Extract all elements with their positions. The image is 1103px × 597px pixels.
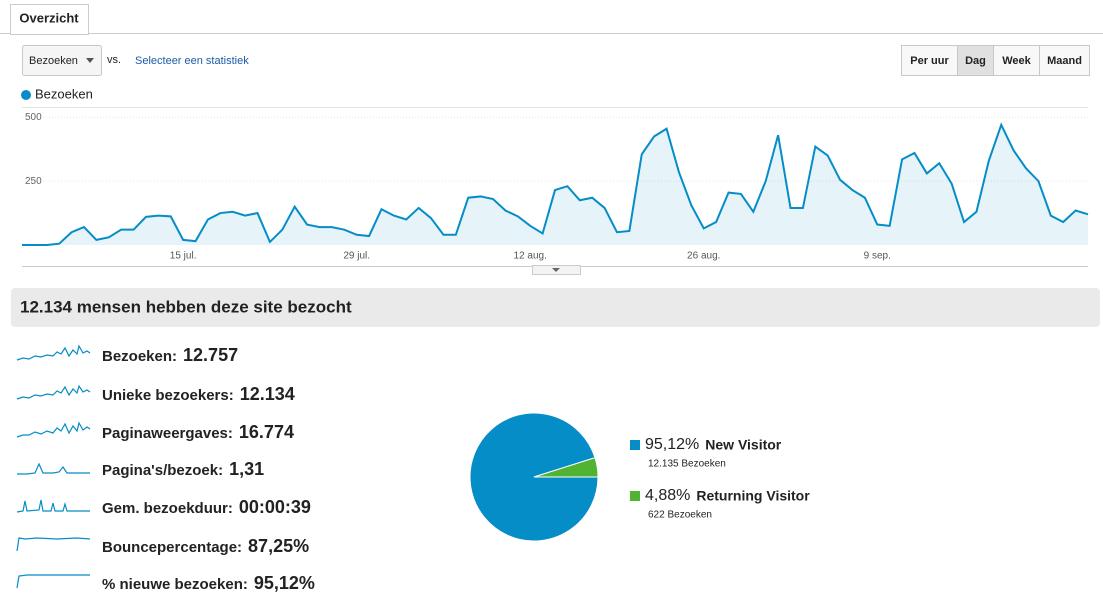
metrics: Bezoeken: 12.757 Unieke bezoekers: 12.134 Pa… bbox=[102, 345, 315, 593]
metric-value: 16.774 bbox=[239, 422, 294, 442]
period-button[interactable] bbox=[993, 45, 1040, 76]
summary-bar bbox=[11, 288, 1100, 327]
metric-label: Bezoeken: bbox=[102, 348, 177, 365]
period-label[interactable]: Week bbox=[1002, 55, 1031, 67]
metric-value: 00:00:39 bbox=[239, 497, 311, 517]
period-button[interactable] bbox=[1039, 45, 1090, 76]
legend-name: Returning Visitor bbox=[696, 488, 810, 504]
legend-name: New Visitor bbox=[705, 437, 782, 453]
y-tick-label: 500 bbox=[25, 112, 42, 123]
x-tick-label: 26 aug. bbox=[687, 251, 720, 262]
legend-swatch bbox=[630, 491, 640, 501]
vs-label: vs. bbox=[107, 54, 121, 66]
period-label[interactable]: Maand bbox=[1047, 55, 1082, 67]
dropdown-arrow bbox=[86, 58, 94, 63]
metric-label: Gem. bezoekduur: bbox=[102, 500, 233, 517]
period-label[interactable]: Dag bbox=[965, 55, 986, 67]
period-buttons: Per uur Dag Week Maand bbox=[901, 45, 1090, 76]
sparkline bbox=[16, 499, 90, 513]
legend-swatch bbox=[630, 440, 640, 450]
sparkline bbox=[16, 537, 91, 552]
handle-arrow bbox=[552, 268, 560, 272]
x-tick-label: 9 sep. bbox=[864, 251, 891, 262]
metric-value: 12.757 bbox=[183, 345, 238, 365]
x-tick-label: 12 aug. bbox=[514, 251, 547, 262]
pie-chart: 95,12% New Visitor 12.135 Bezoeken 4,88% Ret… bbox=[469, 412, 810, 542]
metric-value: 95,12% bbox=[254, 573, 315, 593]
sparkline bbox=[16, 384, 91, 400]
metric-value: 12.134 bbox=[240, 384, 295, 404]
sparkline bbox=[16, 574, 90, 589]
y-tick-label: 250 bbox=[25, 176, 42, 187]
legend-value: 4,88% bbox=[645, 487, 690, 504]
legend-value: 95,12% bbox=[645, 436, 699, 453]
tab[interactable] bbox=[10, 4, 89, 35]
sparkline bbox=[17, 462, 90, 475]
sparkline bbox=[16, 344, 91, 361]
x-tick-label: 29 jul. bbox=[343, 251, 370, 262]
metric-label: Pagina's/bezoek: bbox=[102, 462, 223, 479]
sparkline bbox=[16, 421, 91, 438]
dropdown-label[interactable]: Bezoeken bbox=[29, 55, 78, 67]
metric-label: % nieuwe bezoeken: bbox=[102, 576, 248, 593]
x-tick-label: 15 jul. bbox=[170, 251, 197, 262]
area bbox=[22, 124, 1088, 245]
legend-detail: 12.135 Bezoeken bbox=[648, 459, 726, 470]
tab-label[interactable]: Overzicht bbox=[19, 10, 79, 25]
metric-label: Bouncepercentage: bbox=[102, 539, 242, 556]
metric-label: Unieke bezoekers: bbox=[102, 387, 234, 404]
metric-label: Paginaweergaves: bbox=[102, 425, 233, 442]
summary: 12.134 mensen hebben deze site bezocht bbox=[20, 297, 352, 316]
line bbox=[22, 122, 1089, 246]
line-chart: 250 500 15 jul. 29 jul. 12 aug. 26 aug. 9 sep. bbox=[22, 112, 1089, 262]
legend-label: Bezoeken bbox=[35, 86, 93, 101]
metric-value: 1,31 bbox=[229, 459, 264, 479]
metric-value: 87,25% bbox=[248, 536, 309, 556]
compare-link[interactable]: Selecteer een statistiek bbox=[135, 55, 249, 67]
legend-dot bbox=[21, 90, 31, 100]
pie-slice bbox=[533, 457, 599, 478]
metric-dropdown[interactable] bbox=[22, 45, 102, 76]
legend-detail: 622 Bezoeken bbox=[648, 510, 712, 521]
period-label[interactable]: Per uur bbox=[910, 55, 949, 67]
